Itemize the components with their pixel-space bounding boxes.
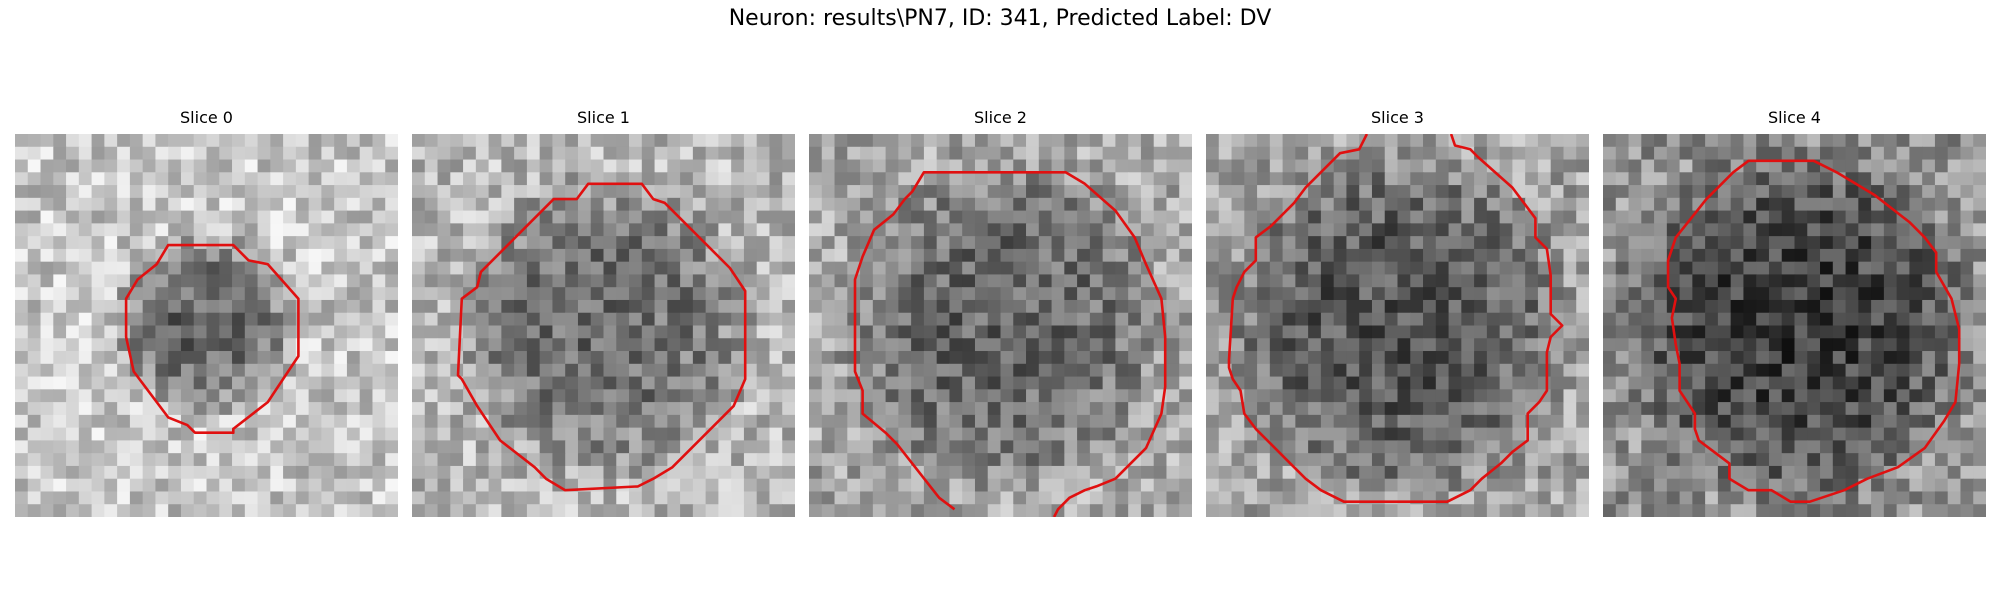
segmentation-contour (456, 182, 747, 492)
panel-title-slice-0: Slice 0 (180, 108, 233, 127)
panel-title-slice-2: Slice 2 (974, 108, 1027, 127)
slice-heatmap (15, 134, 398, 517)
panel-title-slice-3: Slice 3 (1371, 108, 1424, 127)
slice-heatmap (809, 134, 1192, 517)
slice-4-image (1603, 134, 1986, 517)
slice-heatmap (1206, 134, 1589, 517)
slice-0-image (15, 134, 398, 517)
slice-heatmap (412, 134, 795, 517)
panel-title-slice-1: Slice 1 (577, 108, 630, 127)
slice-2-image (809, 134, 1192, 517)
slice-1-image (412, 134, 795, 517)
slice-heatmap (1603, 134, 1986, 517)
segmentation-contour (903, 170, 1167, 517)
slice-3-image (1206, 134, 1589, 517)
segmentation-contour (124, 243, 300, 435)
figure-title: Neuron: results\PN7, ID: 341, Predicted … (728, 6, 1272, 31)
segmentation-contour (1227, 134, 1564, 504)
segmentation-contour (1666, 159, 1961, 504)
panel-title-slice-4: Slice 4 (1768, 108, 1821, 127)
segmentation-contour (853, 198, 956, 511)
